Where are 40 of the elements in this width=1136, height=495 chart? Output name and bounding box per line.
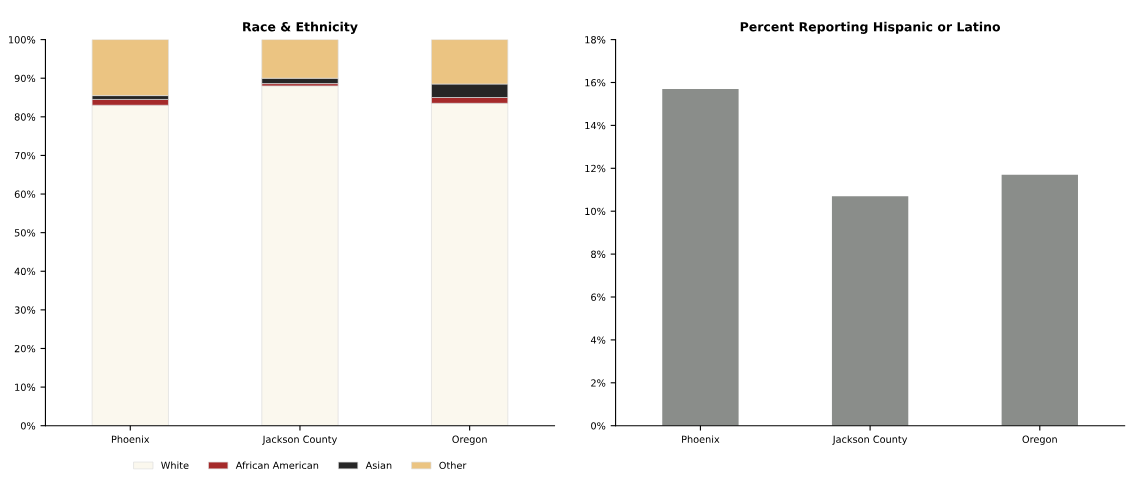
bar [1001,174,1078,426]
y-tick-label: 0% [20,422,36,430]
y-tick-label: 10% [585,207,606,216]
x-tick-label: Oregon [452,435,487,445]
y-tick-label: 10% [15,383,36,391]
y-tick-label: 20% [14,344,36,353]
y-tick-label: 0% [591,422,606,430]
bar [91,104,169,426]
legend-label: Other [439,461,467,469]
legend-label: Asian [365,461,392,469]
y-tick-label: 14% [585,121,606,130]
y-tick-label: 6% [591,293,606,301]
y-tick-label: 100% [8,36,36,44]
bar [91,39,169,96]
chart-title: Race & Ethnicity [243,21,358,34]
y-tick-label: 70% [14,151,36,160]
y-tick-label: 4% [590,336,606,344]
y-tick-label: 80% [14,113,36,121]
y-tick-label: 8% [591,250,606,258]
x-tick-label: Oregon [1022,435,1057,445]
y-tick-label: 40% [14,267,36,276]
bar [662,88,739,426]
legend-label: White [161,461,189,469]
x-tick-label: Phoenix [111,435,150,443]
bar [261,85,339,426]
y-tick-label: 90% [14,74,36,83]
y-tick-label: 30% [14,306,36,314]
y-tick-label: 60% [14,190,36,198]
legend-label: African American [235,461,319,469]
x-tick-label: Jackson County [262,435,338,445]
y-tick-label: 12% [585,164,606,173]
bar [431,102,509,426]
chart-title: Percent Reporting Hispanic or Latino [740,21,1001,34]
y-tick-label: 18% [585,36,606,44]
y-tick-label: 16% [585,78,606,87]
y-tick-label: 50% [14,229,36,237]
y-tick-label: 2% [591,379,606,387]
x-tick-label: Phoenix [682,435,720,443]
x-tick-label: Jackson County [832,435,908,445]
bar [831,196,909,426]
